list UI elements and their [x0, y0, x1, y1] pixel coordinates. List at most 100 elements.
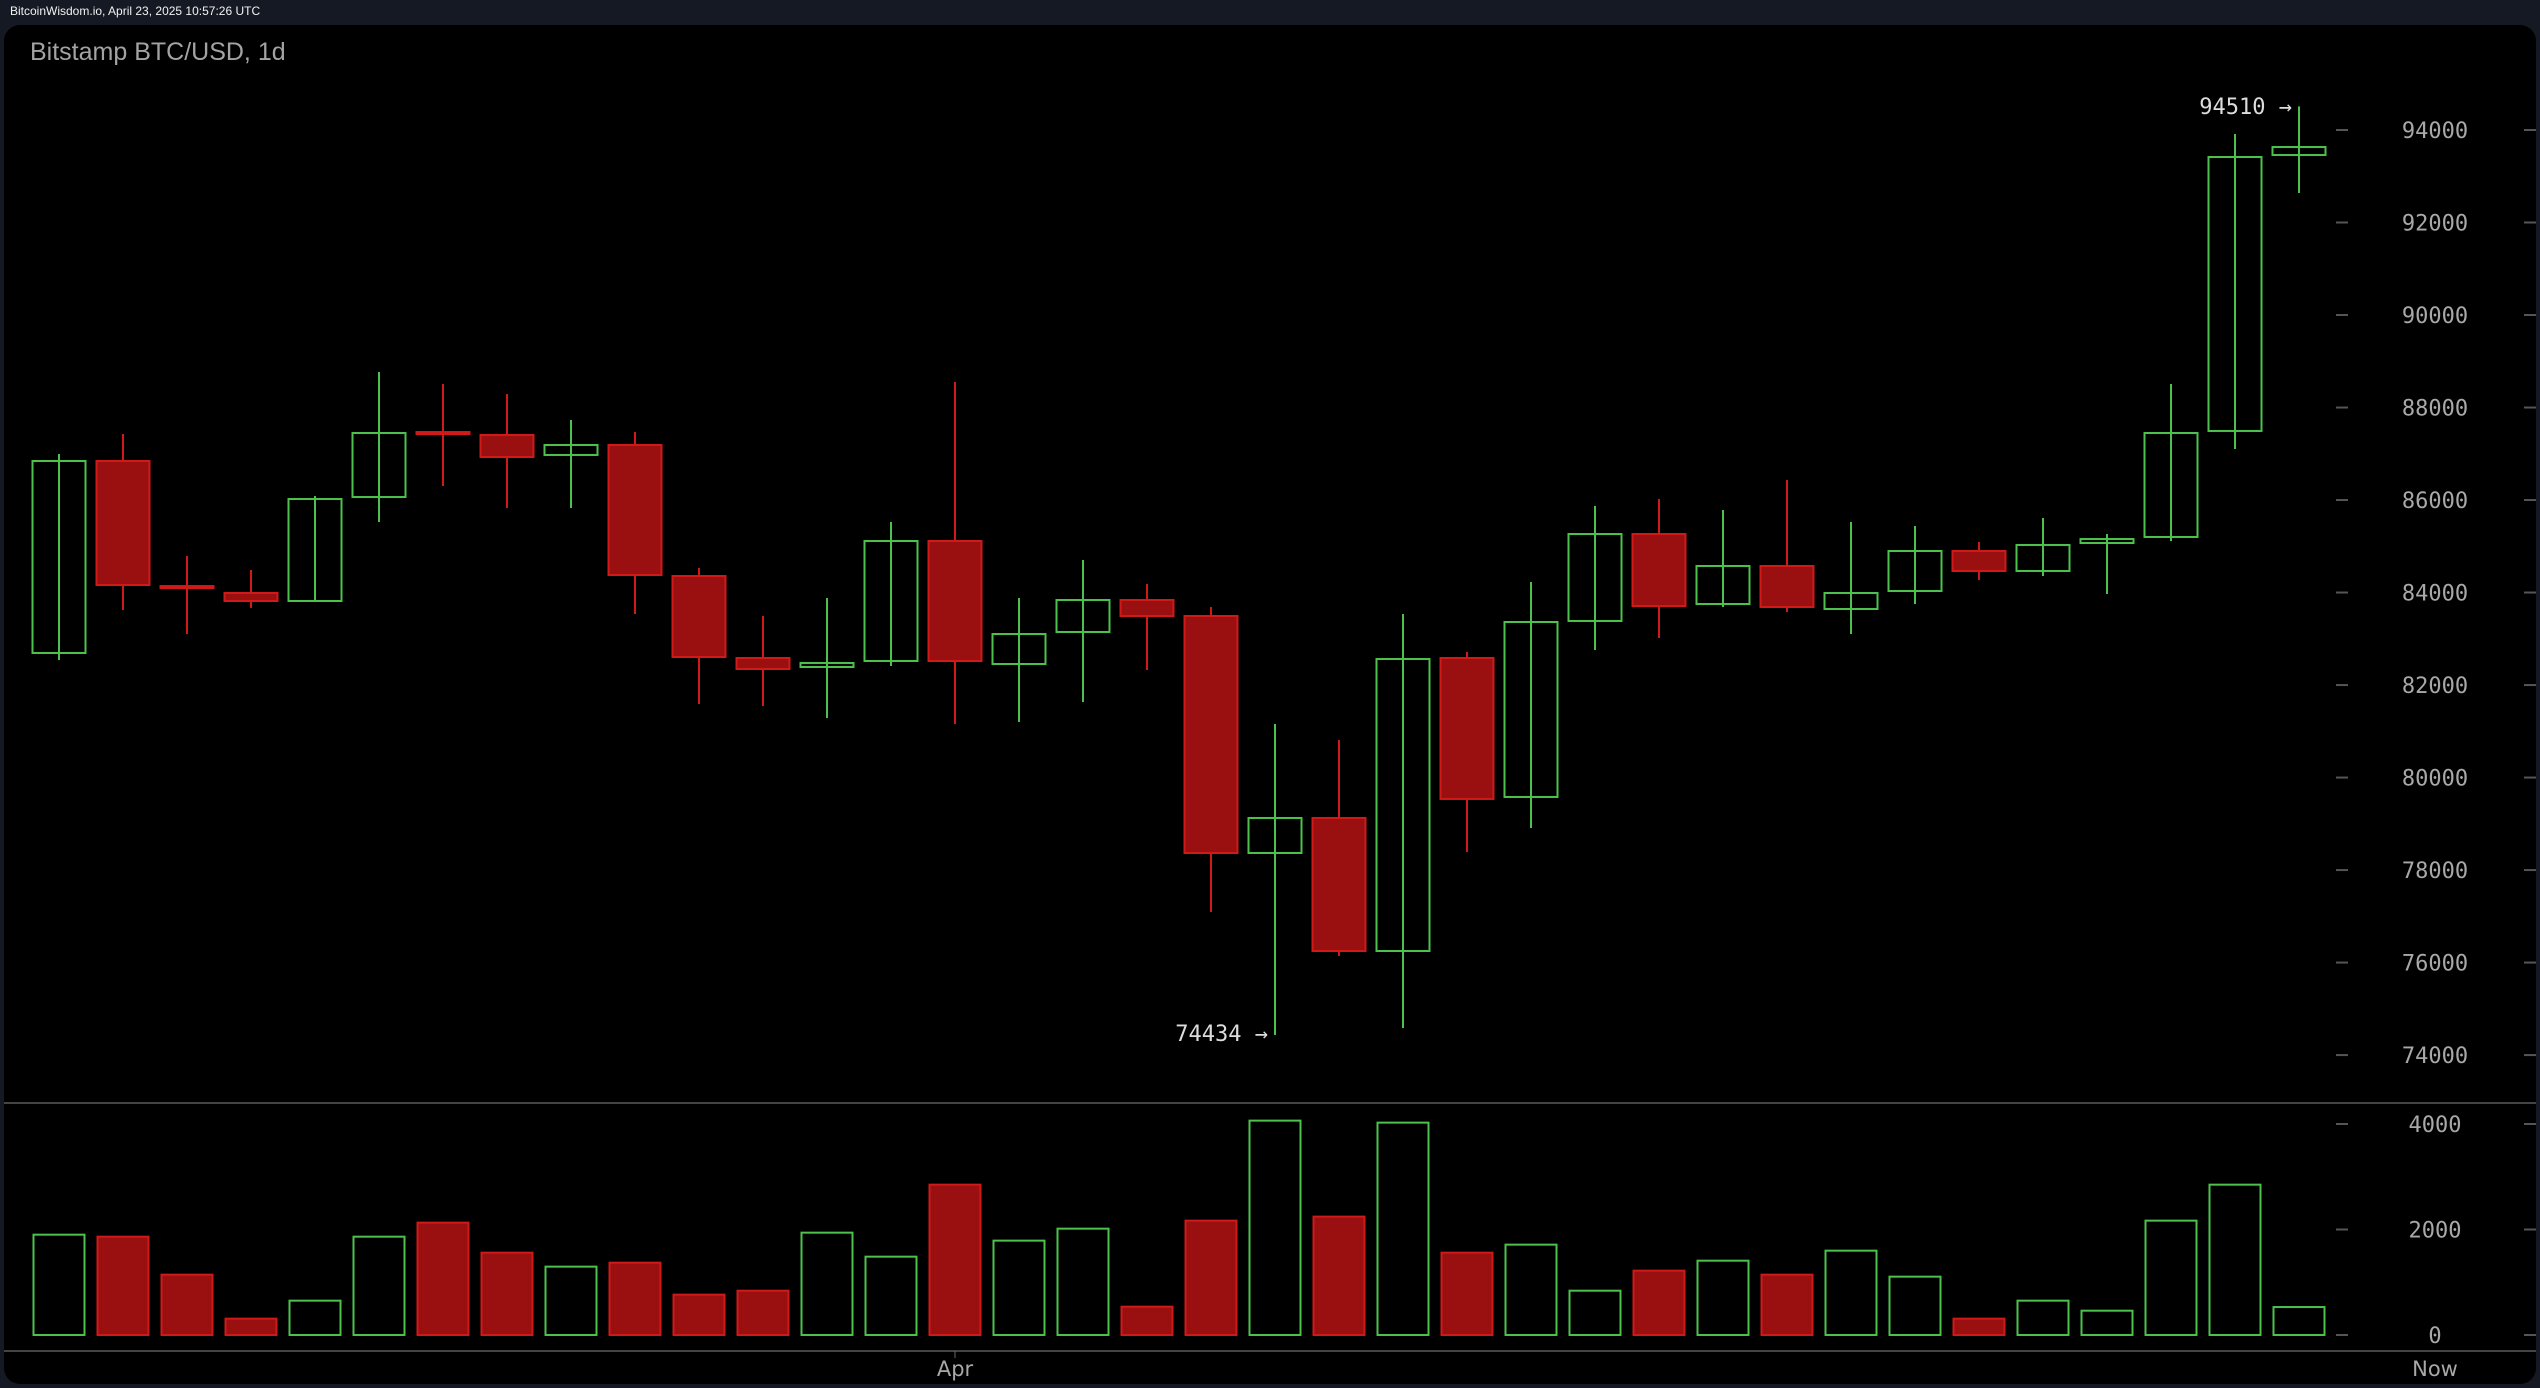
price-tick-label: 78000	[2402, 859, 2468, 884]
high-annotation: 94510 →	[2199, 95, 2292, 120]
candle	[2143, 383, 2199, 542]
volume-bar	[1504, 1243, 1558, 1337]
volume-bar	[32, 1233, 86, 1337]
candle	[31, 454, 87, 661]
candle	[1375, 613, 1431, 1029]
volume-bar	[160, 1273, 214, 1337]
candle	[351, 371, 407, 522]
candle-body	[991, 633, 1047, 665]
candle	[863, 521, 919, 666]
candle-body	[799, 661, 855, 669]
candle-body	[287, 498, 343, 602]
volume-bar	[1760, 1273, 1814, 1337]
volume-bars	[32, 1119, 2326, 1337]
volume-bar	[928, 1183, 982, 1336]
price-tick-label: 94000	[2402, 119, 2468, 144]
candle-body	[1567, 533, 1623, 622]
candle-body	[543, 443, 599, 456]
candle	[95, 434, 151, 611]
price-tick-label: 92000	[2402, 212, 2468, 237]
candle	[735, 615, 791, 706]
candle	[1503, 581, 1559, 828]
candle-body	[2079, 538, 2135, 544]
candle	[799, 597, 855, 718]
candle-body	[479, 433, 535, 459]
candle-body	[1823, 591, 1879, 611]
candle-body	[1887, 549, 1943, 593]
volume-bar	[544, 1265, 598, 1336]
candle	[1951, 542, 2007, 580]
volume-bar	[352, 1235, 406, 1336]
volume-bar	[1696, 1259, 1750, 1337]
candle-body	[671, 575, 727, 659]
candle-body	[159, 585, 215, 590]
candle-body	[2015, 543, 2071, 572]
candle-body	[1759, 564, 1815, 609]
candle-body	[1695, 564, 1751, 606]
candle-body	[1951, 549, 2007, 572]
price-tick-label: 82000	[2402, 674, 2468, 699]
candle-body	[735, 656, 791, 670]
volume-bar	[1376, 1121, 1430, 1337]
candle	[223, 570, 279, 608]
volume-bar	[992, 1239, 1046, 1336]
candle	[2207, 133, 2263, 450]
volume-bar	[800, 1231, 854, 1337]
candle-body	[863, 540, 919, 662]
volume-bar	[1952, 1317, 2006, 1336]
candle-body	[1375, 658, 1431, 952]
candle	[2015, 518, 2071, 577]
candle	[479, 394, 535, 508]
price-tick-label: 74000	[2402, 1044, 2468, 1069]
candle-body	[2143, 432, 2199, 538]
candle	[1183, 607, 1239, 912]
candle	[1055, 560, 1111, 703]
candle	[2271, 106, 2327, 193]
volume-bar	[416, 1221, 470, 1336]
candles	[31, 106, 2327, 1035]
price-tick-label: 80000	[2402, 767, 2468, 792]
candle-body	[223, 591, 279, 602]
volume-bar	[2144, 1219, 2198, 1336]
volume-bar	[2272, 1306, 2326, 1336]
volume-tick-label: 0	[2428, 1324, 2441, 1349]
volume-bar	[2208, 1183, 2262, 1336]
candle	[159, 555, 215, 635]
candle	[415, 383, 471, 487]
price-tick-label: 88000	[2402, 397, 2468, 422]
volume-bar	[2016, 1299, 2070, 1337]
candle	[671, 568, 727, 705]
candle	[1887, 526, 1943, 605]
candle	[1567, 505, 1623, 650]
time-tick-label: Apr	[937, 1357, 974, 1381]
candle	[1247, 723, 1303, 1035]
volume-bar	[224, 1317, 278, 1336]
candle-body	[351, 432, 407, 499]
volume-tick-label: 4000	[2409, 1113, 2462, 1138]
header-bar: BitcoinWisdom.io, April 23, 2025 10:57:2…	[0, 0, 2540, 25]
candle-body	[1247, 816, 1303, 854]
candle-body	[1439, 656, 1495, 800]
volume-bar	[608, 1261, 662, 1337]
low-annotation: 74434 →	[1175, 1022, 1268, 1047]
volume-bar	[1888, 1275, 1942, 1336]
time-axis: Apr Now	[937, 1351, 2458, 1381]
volume-bar	[2080, 1309, 2134, 1336]
volume-bar	[1056, 1227, 1110, 1337]
price-tick-label: 76000	[2402, 952, 2468, 977]
volume-bar	[1440, 1251, 1494, 1336]
candle-body	[1631, 533, 1687, 607]
candle-body	[415, 431, 471, 436]
volume-bar	[1120, 1305, 1174, 1336]
candle-body	[607, 443, 663, 577]
volume-bar	[480, 1251, 534, 1336]
volume-bar	[288, 1299, 342, 1337]
candle-body	[1119, 598, 1175, 617]
candle-body	[1311, 816, 1367, 952]
volume-axis: 0 2000 4000	[2336, 1113, 2536, 1349]
candle	[543, 420, 599, 508]
candle	[1759, 480, 1815, 613]
volume-bar	[1632, 1269, 1686, 1337]
candle-body	[31, 459, 87, 654]
price-tick-label: 84000	[2402, 582, 2468, 607]
